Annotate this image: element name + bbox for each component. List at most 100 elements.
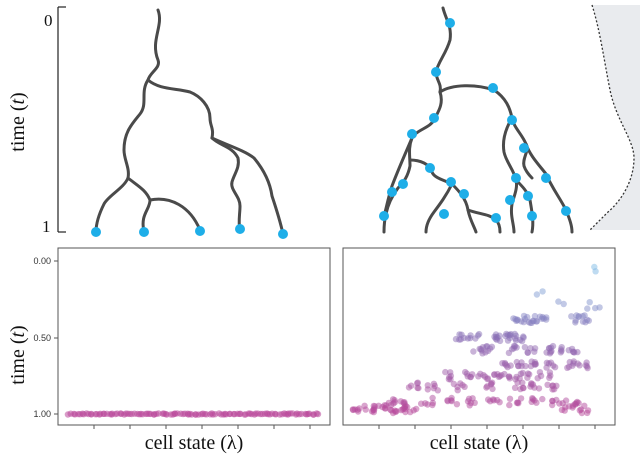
scatter-point: [583, 363, 591, 370]
scatter-point: [537, 372, 545, 380]
tree-left-branch-b: [146, 78, 215, 140]
scatter-point: [480, 372, 487, 379]
sampled-node: [429, 113, 439, 123]
sampled-node: [398, 179, 408, 189]
sampled-node: [491, 213, 501, 223]
sampled-node: [541, 173, 551, 183]
tree-right-sub-2: [424, 182, 454, 234]
scatter-point: [557, 349, 564, 356]
tree-left-branch-a: [122, 78, 150, 180]
scatter-point: [535, 385, 543, 392]
scatter-point: [584, 409, 591, 417]
scatter-panel-right: cell state (λ): [342, 247, 616, 454]
scatter-point: [569, 348, 577, 355]
scatter-panel-left: 0.00 0.50 1.00 cell state (λ): [33, 247, 331, 454]
scatter-point: [533, 399, 540, 406]
scatter-point: [524, 349, 531, 356]
sampled-node: [379, 211, 389, 221]
scatter-point: [514, 379, 521, 386]
scatter-point: [413, 405, 420, 413]
sampled-node: [445, 18, 455, 28]
scatter-point: [407, 408, 414, 416]
scatter-point: [531, 361, 539, 368]
scatter-point: [584, 305, 591, 312]
scatter-point: [544, 381, 551, 388]
scatter-point: [521, 344, 529, 351]
scatter-point: [553, 382, 560, 389]
leaf-node: [235, 224, 245, 234]
scatter-point: [524, 313, 531, 321]
scatter-point: [467, 332, 474, 339]
scatter-point: [484, 375, 492, 382]
scatter-point: [351, 406, 359, 413]
scatter-point: [485, 396, 492, 403]
scatter-point: [448, 397, 455, 405]
scatter-point: [462, 368, 469, 376]
tree-left-trunk: [146, 8, 161, 82]
bottom-axis-label: time (t): [7, 325, 29, 384]
tree-right-branch-a: [382, 90, 443, 234]
scatter-point: [539, 313, 546, 321]
lineage-tree-right-nodes: [379, 18, 571, 223]
scatter-point: [429, 394, 436, 402]
tree-left-stub: [148, 197, 202, 232]
scatter-point: [370, 402, 377, 410]
scatter-point: [539, 395, 546, 403]
leaf-node: [195, 226, 205, 236]
scatter-point: [547, 372, 554, 379]
top-axis-tick-label-0: 0: [44, 11, 53, 30]
scatter-point: [461, 383, 468, 390]
scatter-point: [447, 369, 454, 376]
panel-right-xlabel: cell state (λ): [430, 432, 529, 454]
sampled-node: [519, 143, 529, 153]
scatter-point: [391, 407, 399, 414]
scatter-point: [470, 348, 477, 355]
lineage-tree-left: [94, 8, 285, 236]
scatter-point: [583, 316, 591, 323]
scatter-point: [549, 397, 556, 405]
scatter-point: [429, 401, 436, 409]
scatter-point: [490, 396, 497, 403]
scatter-point: [529, 317, 536, 324]
tree-left-leaf-1: [94, 176, 130, 234]
scatter-point: [512, 335, 519, 342]
scatter-point: [402, 408, 409, 416]
scatter-point: [578, 409, 586, 417]
scatter-point: [529, 381, 537, 388]
scatter-point: [483, 343, 491, 350]
y-tick-label: 1.00: [33, 409, 51, 419]
scatter-point: [555, 298, 562, 305]
scatter-point: [483, 384, 490, 391]
scatter-point: [511, 384, 519, 391]
scatter-point: [576, 362, 583, 369]
tree-left-branch-d: [210, 136, 285, 236]
scatter-point: [531, 345, 539, 352]
scatter-point: [385, 399, 393, 407]
scatter-point: [592, 304, 599, 312]
panel-left-x-ticks: [93, 425, 311, 429]
scatter-point: [391, 399, 399, 406]
time-density-curve: [589, 4, 640, 231]
panel-left-frame: [57, 247, 331, 426]
y-tick-label: 0.00: [33, 256, 51, 266]
scatter-point: [572, 319, 579, 326]
sampled-node: [425, 163, 435, 173]
scatter-point: [457, 336, 464, 343]
scatter-point: [431, 382, 438, 390]
scatter-point: [522, 362, 529, 370]
sampled-node: [387, 187, 397, 197]
sampled-node: [446, 177, 456, 187]
lineage-tree-left-leaves: [91, 224, 288, 239]
scatter-point: [551, 364, 559, 371]
scatter-point: [450, 380, 458, 388]
scatter-point: [586, 299, 593, 306]
scatter-point: [508, 346, 516, 353]
scatter-point: [476, 345, 483, 353]
scatter-point: [381, 405, 389, 412]
scatter-point: [549, 342, 557, 350]
scatter-point: [546, 350, 554, 357]
sampled-node: [511, 173, 521, 183]
scatter-point: [496, 337, 504, 345]
scatter-point: [482, 349, 489, 356]
scatter-point: [517, 385, 524, 393]
